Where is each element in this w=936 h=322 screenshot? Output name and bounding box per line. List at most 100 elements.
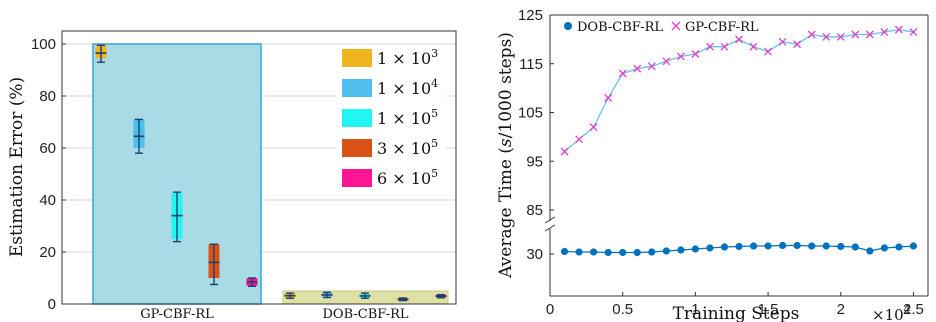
marker-stroke [647, 62, 656, 71]
marker-stroke [575, 135, 584, 144]
marker-stroke [764, 47, 773, 56]
data-point [647, 62, 656, 71]
data-point [691, 50, 700, 58]
y-tick-label: 60 [39, 140, 56, 157]
data-point [764, 242, 772, 250]
x-tick-label: 2 [837, 301, 845, 318]
legend-swatch [342, 169, 372, 187]
x-multiplier: ×104 [872, 303, 911, 322]
right-x-axis-label: Training Steps [673, 304, 800, 322]
marker-stroke [894, 25, 903, 34]
legend-label: 3 × 105 [377, 137, 438, 158]
left-axes-frame [61, 30, 457, 305]
x-tick-label: 1.5 [758, 301, 779, 318]
data-point [808, 242, 816, 250]
marker-stroke [851, 30, 860, 39]
data-point [676, 52, 685, 61]
legend-label: 1 × 105 [377, 107, 438, 128]
data-point [648, 248, 656, 256]
data-point [807, 30, 816, 39]
legend-marker [671, 21, 681, 31]
y-tick-label: 0 [48, 296, 56, 313]
marker-stroke [807, 30, 816, 39]
data-point [735, 35, 743, 44]
x-tick-label: 2.5 [903, 301, 924, 318]
group-label: GP-CBF-RL [140, 307, 214, 322]
data-point [662, 57, 671, 66]
data-point [706, 244, 714, 252]
box-plot-panel: 0 20 40 60 80 100 GP-CBF-RL DOB-CBF-RL Estimat… [7, 30, 457, 322]
marker-stroke [822, 32, 831, 41]
box-elements [95, 44, 447, 302]
data-point [735, 242, 743, 251]
data-point [720, 243, 729, 251]
data-point [880, 28, 889, 37]
left-y-axis-label: Estimation Error (%) [7, 77, 27, 257]
marker-stroke [633, 64, 642, 73]
right-legend: DOB-CBF-RL GP-CBF-RL [564, 20, 759, 35]
data-point [589, 123, 598, 132]
data-point [575, 135, 584, 144]
data-point [822, 32, 831, 41]
left-legend: 1 × 103 1 × 104 1 × 105 3 × 105 6 × 105 [336, 47, 446, 194]
marker-stroke [705, 42, 714, 51]
data-point [836, 32, 845, 41]
data-point [851, 243, 859, 251]
data-point [749, 242, 758, 250]
marker-stroke [618, 69, 627, 78]
right-y-axis-label: Average Time (s/1000 steps) [496, 32, 516, 279]
data-point [865, 30, 874, 39]
data-point [779, 241, 787, 250]
data-point [633, 248, 641, 257]
marker-stroke [865, 30, 874, 39]
legend-marker [564, 22, 572, 30]
legend-swatch [342, 79, 372, 97]
marker-stroke [749, 42, 758, 51]
data-point [851, 30, 860, 39]
left-y-ticks: 0 20 40 60 80 100 [31, 36, 66, 313]
marker-stroke [604, 93, 613, 102]
data-point [590, 248, 598, 256]
marker-stroke [735, 35, 743, 44]
marker-stroke [720, 42, 729, 51]
data-point [749, 42, 758, 51]
marker-stroke [793, 40, 802, 49]
series-line-gp-cbf-rl [564, 28, 914, 152]
data-point [633, 64, 642, 73]
y-tick-label: 20 [39, 244, 56, 261]
group-label: DOB-CBF-RL [322, 307, 408, 322]
data-point [793, 40, 802, 49]
data-point [677, 246, 685, 254]
data-point [705, 42, 714, 51]
data-point [618, 69, 627, 78]
legend-label: DOB-CBF-RL [577, 20, 663, 35]
series-lines [560, 25, 918, 257]
legend-label: 1 × 103 [377, 47, 438, 68]
marker-stroke [691, 50, 700, 58]
data-point [793, 241, 801, 250]
marker-stroke [880, 28, 889, 37]
data-point [604, 248, 612, 257]
data-point [604, 93, 613, 102]
data-point [866, 247, 874, 255]
legend-swatch [342, 109, 372, 127]
data-point [764, 47, 773, 56]
data-point [560, 147, 569, 156]
legend-label: 6 × 105 [377, 167, 438, 188]
y-tick-label: 30 [526, 246, 543, 263]
x-tick-label: 0 [546, 301, 554, 318]
marker-stroke [836, 32, 845, 41]
group-region-gp-cbf-rl [92, 43, 262, 305]
y-tick-label: 115 [519, 56, 543, 73]
data-point [909, 242, 918, 250]
marker-stroke [778, 37, 787, 46]
group-labels: GP-CBF-RL DOB-CBF-RL [140, 307, 409, 322]
data-point [662, 247, 670, 255]
right-axes: 85 95 105 115 125 30 0 0.5 1 1.5 2 2.5 [518, 7, 929, 318]
y-tick-label: 100 [31, 36, 56, 53]
legend-swatch [342, 49, 372, 67]
data-point [560, 247, 569, 256]
y-tick-label: 125 [518, 7, 543, 24]
y-tick-label: 80 [39, 88, 56, 105]
